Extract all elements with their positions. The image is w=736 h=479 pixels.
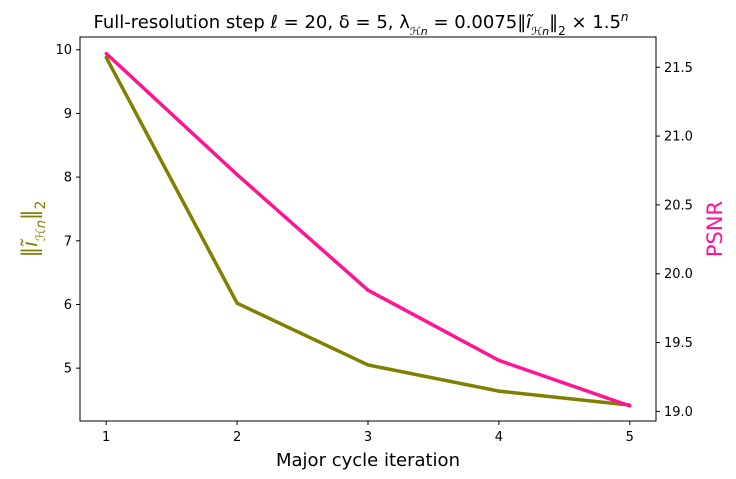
- x-tick-label: 2: [233, 430, 241, 445]
- series-line-1: [104, 56, 630, 407]
- left-y-tick-label: 10: [55, 43, 72, 58]
- right-y-tick-label: 20.0: [664, 267, 693, 282]
- series-1-point: [366, 363, 370, 367]
- x-tick-label: 1: [102, 430, 110, 445]
- series-1-point: [497, 389, 501, 393]
- left-y-tick-label: 7: [64, 234, 72, 249]
- right-y-tick-label: 19.5: [664, 336, 693, 351]
- left-y-axis-label: ‖ĩℋn‖2: [18, 201, 49, 258]
- right-y-axis-label: PSNR: [703, 201, 727, 257]
- series-2-point: [628, 404, 632, 408]
- series-1-point: [235, 301, 239, 305]
- plot-lines: [104, 51, 632, 408]
- series-2-point: [235, 173, 239, 177]
- series-2-point: [366, 288, 370, 292]
- series-2-point: [104, 51, 108, 56]
- x-tick-label: 4: [495, 430, 503, 445]
- right-y-axis-ticks: 19.0 19.5 20.0 20.5 21.0 21.5: [656, 61, 693, 420]
- series-line-2: [105, 52, 631, 408]
- left-y-axis-ticks: 5 6 7 8 9 10: [55, 43, 80, 377]
- left-y-tick-label: 8: [64, 171, 72, 186]
- x-tick-label: 3: [364, 430, 372, 445]
- right-y-tick-label: 21.0: [664, 130, 693, 145]
- left-y-tick-label: 6: [64, 298, 72, 313]
- series-2-point: [497, 358, 501, 363]
- right-y-tick-label: 20.5: [664, 198, 693, 213]
- right-y-tick-label: 19.0: [664, 405, 693, 420]
- x-axis-label: Major cycle iteration: [276, 450, 460, 471]
- chart-title: Full-resolution step ℓ = 20, δ = 5, λℋn …: [93, 10, 628, 38]
- left-y-tick-label: 5: [64, 362, 72, 377]
- x-axis-ticks: 1 2 3 4 5: [102, 421, 634, 445]
- left-y-tick-label: 9: [64, 107, 72, 122]
- right-y-tick-label: 21.5: [664, 61, 693, 76]
- x-tick-label: 5: [626, 430, 634, 445]
